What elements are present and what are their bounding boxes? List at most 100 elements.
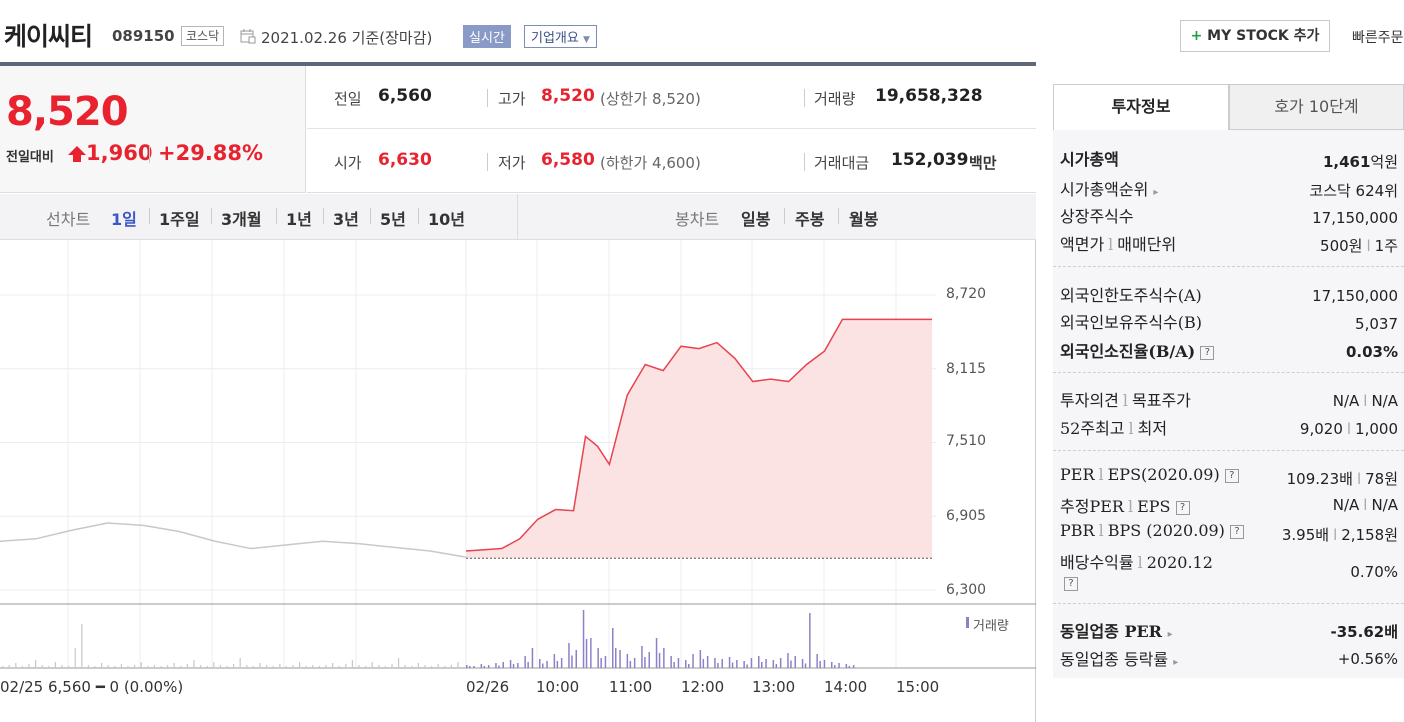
x-tick-label: 02/26 <box>466 678 510 696</box>
plus-icon: + <box>1190 28 1203 44</box>
amount-unit: 백만 <box>969 154 997 172</box>
volume-bar <box>457 662 459 668</box>
volume-bar <box>790 660 792 668</box>
realtime-button[interactable]: 실시간 <box>463 25 511 48</box>
sector-per-link[interactable]: 동일업종 PER ▸ <box>1060 618 1173 642</box>
volume-bar <box>699 650 702 668</box>
tab-daily-candle[interactable]: 일봉 <box>741 210 771 229</box>
company-overview-dropdown[interactable]: 기업개요 ▼ <box>524 25 597 48</box>
volume-bar <box>648 652 650 668</box>
overview-label: 기업개요 <box>531 31 579 46</box>
52w-low-label: 최저 <box>1137 419 1168 438</box>
tab-monthly-candle[interactable]: 월봉 <box>849 210 879 229</box>
est-eps-label: EPS <box>1137 497 1171 516</box>
volume-bar <box>692 654 694 668</box>
help-icon[interactable]: ? <box>1230 524 1245 539</box>
volume-bar <box>706 656 709 668</box>
divider <box>211 208 212 224</box>
volume-bar <box>398 658 400 668</box>
intraday-line-chart[interactable] <box>0 240 1036 722</box>
volume-bar <box>437 664 439 668</box>
tab-invest-info[interactable]: 투자정보 <box>1053 84 1229 130</box>
divider <box>276 208 277 224</box>
volume-bar <box>804 663 807 668</box>
volume-bar <box>180 666 182 668</box>
foreign-ratio-value: 0.03% <box>1346 343 1398 361</box>
tab-1week[interactable]: 1주일 <box>159 210 200 229</box>
volume-bar <box>761 662 763 668</box>
volume-bar <box>502 662 504 668</box>
volume-bar <box>644 657 646 668</box>
volume-bar <box>663 648 665 668</box>
pbr-label: PBR <box>1060 521 1095 540</box>
divider <box>517 194 518 240</box>
divider <box>804 153 805 171</box>
volume-bar <box>61 665 63 668</box>
volume-bar <box>604 656 607 668</box>
tab-3years[interactable]: 3년 <box>333 210 359 229</box>
opinion-target-value: N/A l N/A <box>1332 392 1398 410</box>
volume-bar <box>619 650 621 668</box>
help-icon[interactable]: ? <box>1224 468 1239 483</box>
my-stock-add-button[interactable]: + MY STOCK 추가 <box>1180 20 1330 52</box>
unit-label: 매매단위 <box>1117 235 1177 254</box>
tab-weekly-candle[interactable]: 주봉 <box>795 210 825 229</box>
volume-bar <box>670 656 672 668</box>
help-icon[interactable]: ? <box>1175 500 1190 515</box>
volume-bar <box>509 660 512 668</box>
volume-bar <box>483 666 486 668</box>
volume-bar <box>358 665 360 668</box>
stock-code: 089150 <box>112 27 175 45</box>
volume-bar <box>431 666 433 668</box>
help-icon[interactable]: ? <box>1064 577 1078 591</box>
volume-bar <box>450 665 452 668</box>
par-unit-value: 500원 l 1주 <box>1320 237 1398 255</box>
volume-bar <box>41 665 43 668</box>
volume-legend-label: 거래량 <box>973 619 1009 634</box>
help-icon[interactable]: ? <box>1200 345 1215 360</box>
52w-high-label: 52주최고 <box>1060 419 1125 438</box>
52w-high-value: 9,020 <box>1299 420 1343 438</box>
volume-bar <box>417 663 419 668</box>
tab-order-book[interactable]: 호가 10단계 <box>1229 84 1404 130</box>
tab-5years[interactable]: 5년 <box>380 210 406 229</box>
volume-bar <box>167 665 169 668</box>
tab-10years[interactable]: 10년 <box>428 210 465 229</box>
volume-bar <box>140 662 142 668</box>
divider <box>149 208 150 224</box>
tab-3months[interactable]: 3개월 <box>221 210 262 229</box>
divider <box>804 89 805 107</box>
listed-shares-value: 17,150,000 <box>1312 209 1398 227</box>
foreign-limit-value: 17,150,000 <box>1312 287 1398 305</box>
volume-bars <box>2 610 855 668</box>
chart-lines <box>0 318 934 559</box>
sector-per-number: -35.62 <box>1330 623 1385 641</box>
volume-bar <box>590 638 592 668</box>
volume-bar <box>21 666 23 668</box>
series-line-0226 <box>465 318 933 552</box>
volume-bar <box>765 659 767 668</box>
volume-bar <box>772 660 775 668</box>
x-tick-label: 15:00 <box>896 678 940 696</box>
candle-chart-label: 봉차트 <box>675 210 720 229</box>
est-eps-value: N/A <box>1371 496 1398 514</box>
prev-close-label: 전일 <box>334 90 362 108</box>
volume-bar <box>107 665 109 668</box>
high-label: 고가 <box>498 90 526 108</box>
volume-bar <box>714 658 716 668</box>
sector-change-link[interactable]: 동일업종 등락률 ▸ <box>1060 646 1178 670</box>
change-label: 전일대비 <box>6 150 54 165</box>
opinion-target-label: 투자의견 l 목표주가 <box>1060 391 1191 410</box>
volume-bar <box>351 660 353 668</box>
volume-bar <box>750 658 753 668</box>
market-cap-rank-link[interactable]: 시가총액순위 ▸ <box>1060 176 1158 200</box>
volume-bar <box>266 665 268 668</box>
quick-order-link[interactable]: 빠른주문 <box>1352 30 1404 46</box>
tab-1year[interactable]: 1년 <box>286 210 312 229</box>
volume-bar <box>193 660 195 668</box>
volume-bar <box>338 666 340 668</box>
volume-bar <box>688 664 690 668</box>
tab-1day[interactable]: 1일 <box>111 210 137 229</box>
market-cap-value: 1,461억원 <box>1323 151 1398 172</box>
price-info-box <box>307 66 1036 193</box>
